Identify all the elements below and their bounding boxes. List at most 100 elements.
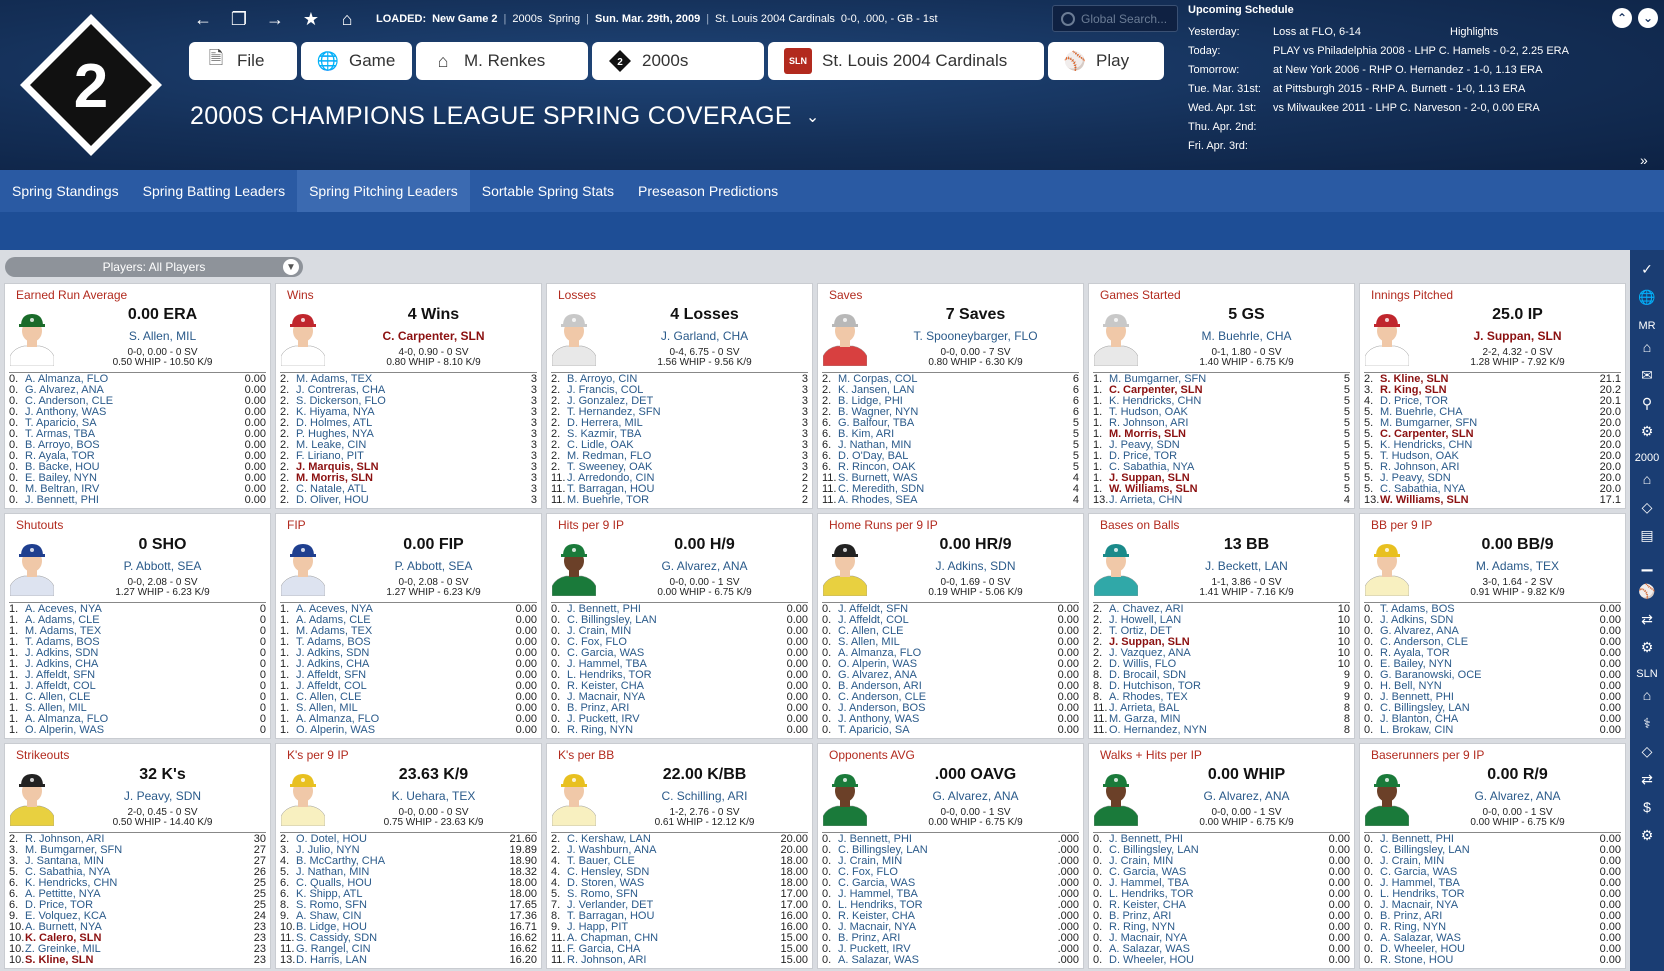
player-name-link[interactable]: A. Adams, CLE	[296, 615, 371, 626]
tab-preseason-predictions[interactable]: Preseason Predictions	[638, 183, 779, 199]
player-avatar[interactable]	[281, 536, 325, 596]
leader-name-link[interactable]: J. Adkins, SDN	[935, 559, 1016, 573]
player-name-link[interactable]: T. Sweeney, OAK	[567, 462, 653, 473]
player-name-link[interactable]: J. Puckett, IRV	[838, 944, 911, 955]
player-name-link[interactable]: G. Alvarez, ANA	[25, 385, 104, 396]
card-title[interactable]: Saves	[829, 288, 863, 302]
highlights-link[interactable]: Highlights	[1450, 26, 1499, 38]
player-name-link[interactable]: D. Hutchison, TOR	[1109, 681, 1201, 692]
mail-icon[interactable]: ✉	[1641, 366, 1653, 383]
player-name-link[interactable]: T. Bauer, CLE	[567, 856, 635, 867]
player-name-link[interactable]: C. Allen, CLE	[25, 692, 91, 703]
player-name-link[interactable]: J. Anthony, WAS	[25, 407, 107, 418]
leader-name-link[interactable]: J. Suppan, SLN	[1473, 329, 1562, 343]
star-icon[interactable]: ★	[302, 8, 320, 29]
card-title[interactable]: K's per 9 IP	[287, 748, 349, 762]
leader-name-link[interactable]: M. Buehrle, CHA	[1201, 329, 1292, 343]
play-menu-button[interactable]: ⚾ Play	[1048, 42, 1164, 80]
player-name-link[interactable]: J. Marquis, SLN	[296, 462, 379, 473]
player-name-link[interactable]: W. Williams, SLN	[1380, 495, 1469, 506]
player-name-link[interactable]: C. Billingsley, LAN	[1380, 845, 1470, 856]
card-title[interactable]: Baserunners per 9 IP	[1371, 748, 1485, 762]
leader-name-link[interactable]: G. Alvarez, ANA	[932, 789, 1019, 803]
player-name-link[interactable]: S. Allen, MIL	[296, 703, 358, 714]
leader-name-link[interactable]: M. Adams, TEX	[1475, 559, 1560, 573]
player-name-link[interactable]: J. Verlander, DET	[567, 900, 654, 911]
player-name-link[interactable]: S. Burnett, WAS	[838, 473, 918, 484]
player-name-link[interactable]: J. Arredondo, CIN	[567, 473, 655, 484]
gear-icon[interactable]: ⚙	[1640, 422, 1654, 439]
card-title[interactable]: FIP	[287, 518, 306, 532]
leader-name-link[interactable]: C. Schilling, ARI	[661, 789, 748, 803]
card-title[interactable]: Wins	[287, 288, 314, 302]
schedule-row[interactable]: Yesterday: Loss at FLO, 6-14	[1188, 22, 1618, 41]
player-name-link[interactable]: G. Rangel, CIN	[296, 944, 371, 955]
player-name-link[interactable]: C. Natale, ATL	[296, 484, 367, 495]
team-menu-button[interactable]: SLN St. Louis 2004 Cardinals	[768, 42, 1044, 80]
leader-name-link[interactable]: P. Abbott, SEA	[123, 559, 202, 573]
card-title[interactable]: Strikeouts	[16, 748, 70, 762]
player-name-link[interactable]: L. Brokaw, CIN	[1380, 725, 1454, 736]
player-name-link[interactable]: C. Anderson, CLE	[1380, 637, 1469, 648]
player-name-link[interactable]: J. Hammel, TBA	[1380, 878, 1460, 889]
transfer-arrows-icon[interactable]: ⇄	[1641, 770, 1653, 787]
card-title[interactable]: Losses	[558, 288, 597, 302]
player-name-link[interactable]: J. Anthony, WAS	[838, 714, 920, 725]
player-name-link[interactable]: G. Balfour, TBA	[838, 418, 915, 429]
player-name-link[interactable]: T. Hudson, OAK	[1380, 451, 1459, 462]
player-name-link[interactable]: A. Salazar, WAS	[1380, 933, 1461, 944]
schedule-row[interactable]: Tue. Mar. 31st: at Pittsburgh 2015 - RHP …	[1188, 79, 1618, 98]
player-name-link[interactable]: R. Johnson, ARI	[567, 955, 647, 966]
back-arrow-icon[interactable]: ←	[194, 8, 212, 29]
player-name-link[interactable]: M. Redman, FLO	[567, 451, 652, 462]
card-title[interactable]: Games Started	[1100, 288, 1181, 302]
player-name-link[interactable]: J. Anderson, BOS	[838, 703, 926, 714]
player-name-link[interactable]: J. Washburn, ANA	[567, 845, 657, 856]
diamond-icon[interactable]: ◇	[1641, 742, 1653, 759]
file-menu-button[interactable]: 🗎 File	[189, 42, 297, 80]
player-name-link[interactable]: C. Allen, CLE	[296, 692, 362, 703]
player-name-link[interactable]: S. Kazmir, TBA	[567, 429, 642, 440]
player-name-link[interactable]: J. Affeldt, COL	[838, 615, 909, 626]
player-name-link[interactable]: S. Kline, SLN	[25, 955, 94, 966]
leader-name-link[interactable]: G. Alvarez, ANA	[1474, 789, 1561, 803]
player-name-link[interactable]: D. O'Day, BAL	[838, 451, 909, 462]
player-name-link[interactable]: B. Lidge, PHI	[838, 396, 903, 407]
player-name-link[interactable]: J. Affeldt, COL	[25, 681, 96, 692]
player-name-link[interactable]: T. Hudson, OAK	[1109, 407, 1188, 418]
player-name-link[interactable]: T. Aparicio, SA	[25, 418, 97, 429]
player-avatar[interactable]	[1365, 306, 1409, 366]
double-chevron-right-icon[interactable]: »	[1640, 152, 1648, 168]
player-name-link[interactable]: O. Dotel, HOU	[296, 834, 367, 845]
tab-spring-batting-leaders[interactable]: Spring Batting Leaders	[142, 183, 286, 199]
schedule-row[interactable]: Thu. Apr. 2nd:	[1188, 117, 1618, 136]
schedule-row[interactable]: Fri. Apr. 3rd:	[1188, 136, 1618, 155]
page-title[interactable]: 2000S CHAMPIONS LEAGUE SPRING COVERAGE ⌄	[190, 102, 820, 131]
copy-page-icon[interactable]: ❐	[230, 8, 248, 29]
player-name-link[interactable]: J. Bennett, PHI	[1380, 834, 1454, 845]
player-name-link[interactable]: E. Bailey, NYN	[1380, 659, 1452, 670]
stethoscope-icon[interactable]: ⚕	[1643, 714, 1651, 731]
player-name-link[interactable]: C. Garcia, WAS	[1109, 867, 1187, 878]
card-title[interactable]: Walks + Hits per IP	[1100, 748, 1202, 762]
player-name-link[interactable]: J. Crain, MIN	[1109, 856, 1174, 867]
player-name-link[interactable]: J. Crain, MIN	[567, 626, 632, 637]
player-name-link[interactable]: J. Macnair, NYA	[1380, 900, 1459, 911]
player-name-link[interactable]: J. Adkins, SDN	[1380, 615, 1454, 626]
player-name-link[interactable]: J. Affeldt, SFN	[296, 670, 367, 681]
player-name-link[interactable]: D. Wheeler, HOU	[1380, 944, 1465, 955]
tab-spring-standings[interactable]: Spring Standings	[12, 183, 119, 199]
player-name-link[interactable]: C. Garcia, WAS	[838, 878, 916, 889]
player-name-link[interactable]: C. Anderson, CLE	[838, 692, 927, 703]
player-name-link[interactable]: C. Lidle, OAK	[567, 440, 634, 451]
player-name-link[interactable]: L. Hendriks, TOR	[1109, 889, 1194, 900]
home-icon[interactable]: ⌂	[1642, 471, 1652, 487]
player-name-link[interactable]: P. Hughes, NYA	[296, 429, 374, 440]
player-name-link[interactable]: C. Carpenter, SLN	[1109, 385, 1203, 396]
player-avatar[interactable]	[823, 766, 867, 826]
player-name-link[interactable]: R. Ring, NYN	[1109, 922, 1176, 933]
leader-name-link[interactable]: S. Allen, MIL	[128, 329, 197, 343]
player-name-link[interactable]: L. Hendriks, TOR	[838, 900, 923, 911]
player-name-link[interactable]: B. Anderson, ARI	[838, 681, 922, 692]
player-name-link[interactable]: O. Alperin, WAS	[296, 725, 376, 736]
